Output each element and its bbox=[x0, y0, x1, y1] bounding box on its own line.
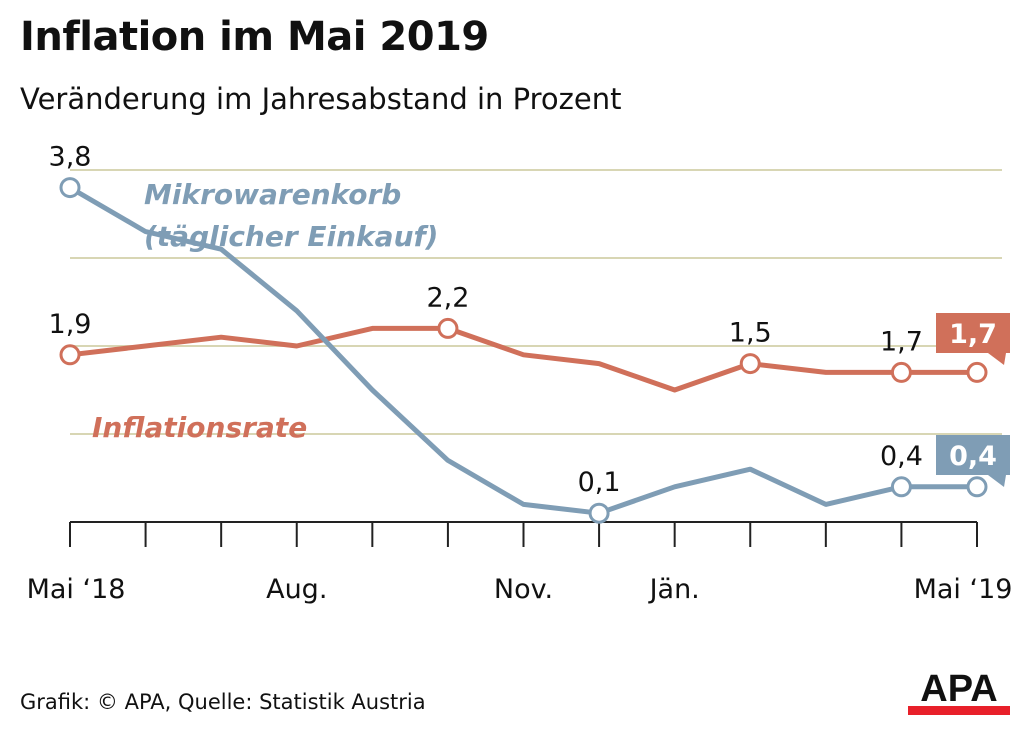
data-label-inflation: 1,5 bbox=[729, 318, 772, 349]
data-point-inflation bbox=[739, 353, 761, 375]
data-point-mikro bbox=[966, 476, 988, 498]
data-label-inflation: 1,9 bbox=[49, 309, 92, 340]
final-value-label-mikro: 0,4 bbox=[949, 441, 997, 472]
data-label-mikro: 0,4 bbox=[880, 441, 923, 472]
data-point-mikro bbox=[588, 502, 610, 524]
data-label-inflation: 1,7 bbox=[880, 326, 923, 357]
data-point-inflation bbox=[59, 344, 81, 366]
logo-text: APA bbox=[920, 668, 997, 710]
x-tick-label: Mai ‘18 bbox=[27, 574, 126, 605]
final-value-label-inflation: 1,7 bbox=[949, 319, 997, 350]
series-label-mikro-2: (täglicher Einkauf) bbox=[144, 220, 438, 253]
apa-logo: APA bbox=[908, 668, 1010, 715]
data-label-mikro: 3,8 bbox=[49, 142, 92, 173]
x-tick-label: Jän. bbox=[648, 574, 700, 605]
page-title: Inflation im Mai 2019 bbox=[20, 14, 489, 60]
final-value-box-inflation bbox=[936, 313, 1010, 353]
data-label-mikro: 0,1 bbox=[578, 467, 621, 498]
series-label-mikro-1: Mikrowarenkorb bbox=[144, 178, 401, 211]
line-chart: Mai ‘18 Aug. Nov. Jän. Mai ‘19 1,9 2,2 1,5 1,7 3,… bbox=[27, 142, 1013, 605]
final-value-box-mikro bbox=[936, 435, 1010, 475]
x-tick-label: Mai ‘19 bbox=[914, 574, 1013, 605]
data-point-inflation bbox=[966, 361, 988, 383]
data-point-inflation bbox=[890, 361, 912, 383]
data-point-mikro bbox=[59, 177, 81, 199]
data-label-inflation: 2,2 bbox=[426, 282, 469, 313]
data-point-inflation bbox=[437, 317, 459, 339]
page-subtitle: Veränderung im Jahresabstand in Prozent bbox=[20, 82, 622, 116]
series-label-inflation: Inflationsrate bbox=[92, 411, 307, 444]
x-tick-label: Aug. bbox=[266, 574, 327, 605]
final-value-pointer-mikro bbox=[988, 475, 1006, 487]
series-line-mikro bbox=[67, 185, 980, 516]
x-tick-label: Nov. bbox=[494, 574, 553, 605]
source-note: Grafik: © APA, Quelle: Statistik Austria bbox=[20, 690, 426, 714]
logo-bar bbox=[908, 706, 1010, 715]
final-value-pointer-inflation bbox=[988, 353, 1006, 365]
series-line-inflation bbox=[67, 325, 980, 393]
data-point-mikro bbox=[890, 476, 912, 498]
